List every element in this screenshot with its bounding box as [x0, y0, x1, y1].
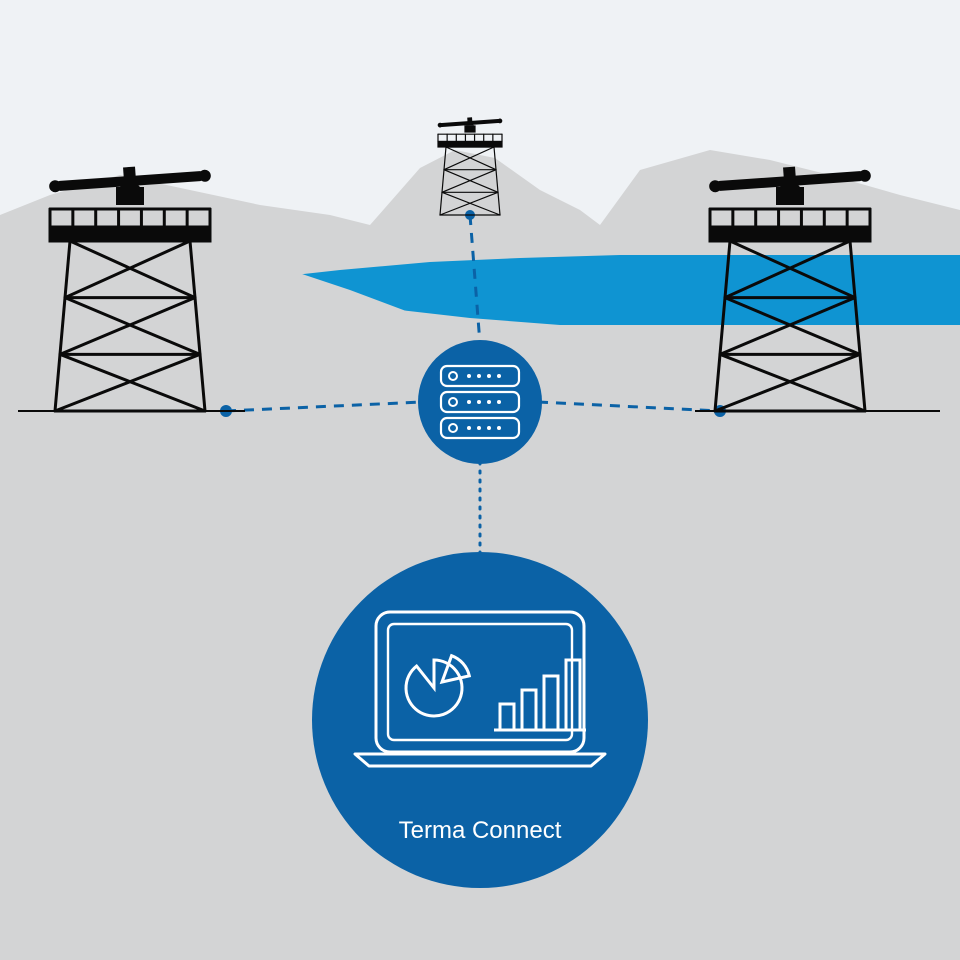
diagram-stage: Terma Connect	[0, 0, 960, 960]
product-label: Terma Connect	[399, 817, 562, 844]
diagram-svg: Terma Connect	[0, 0, 960, 960]
server-node	[418, 340, 542, 464]
app-node: Terma Connect	[312, 552, 648, 888]
